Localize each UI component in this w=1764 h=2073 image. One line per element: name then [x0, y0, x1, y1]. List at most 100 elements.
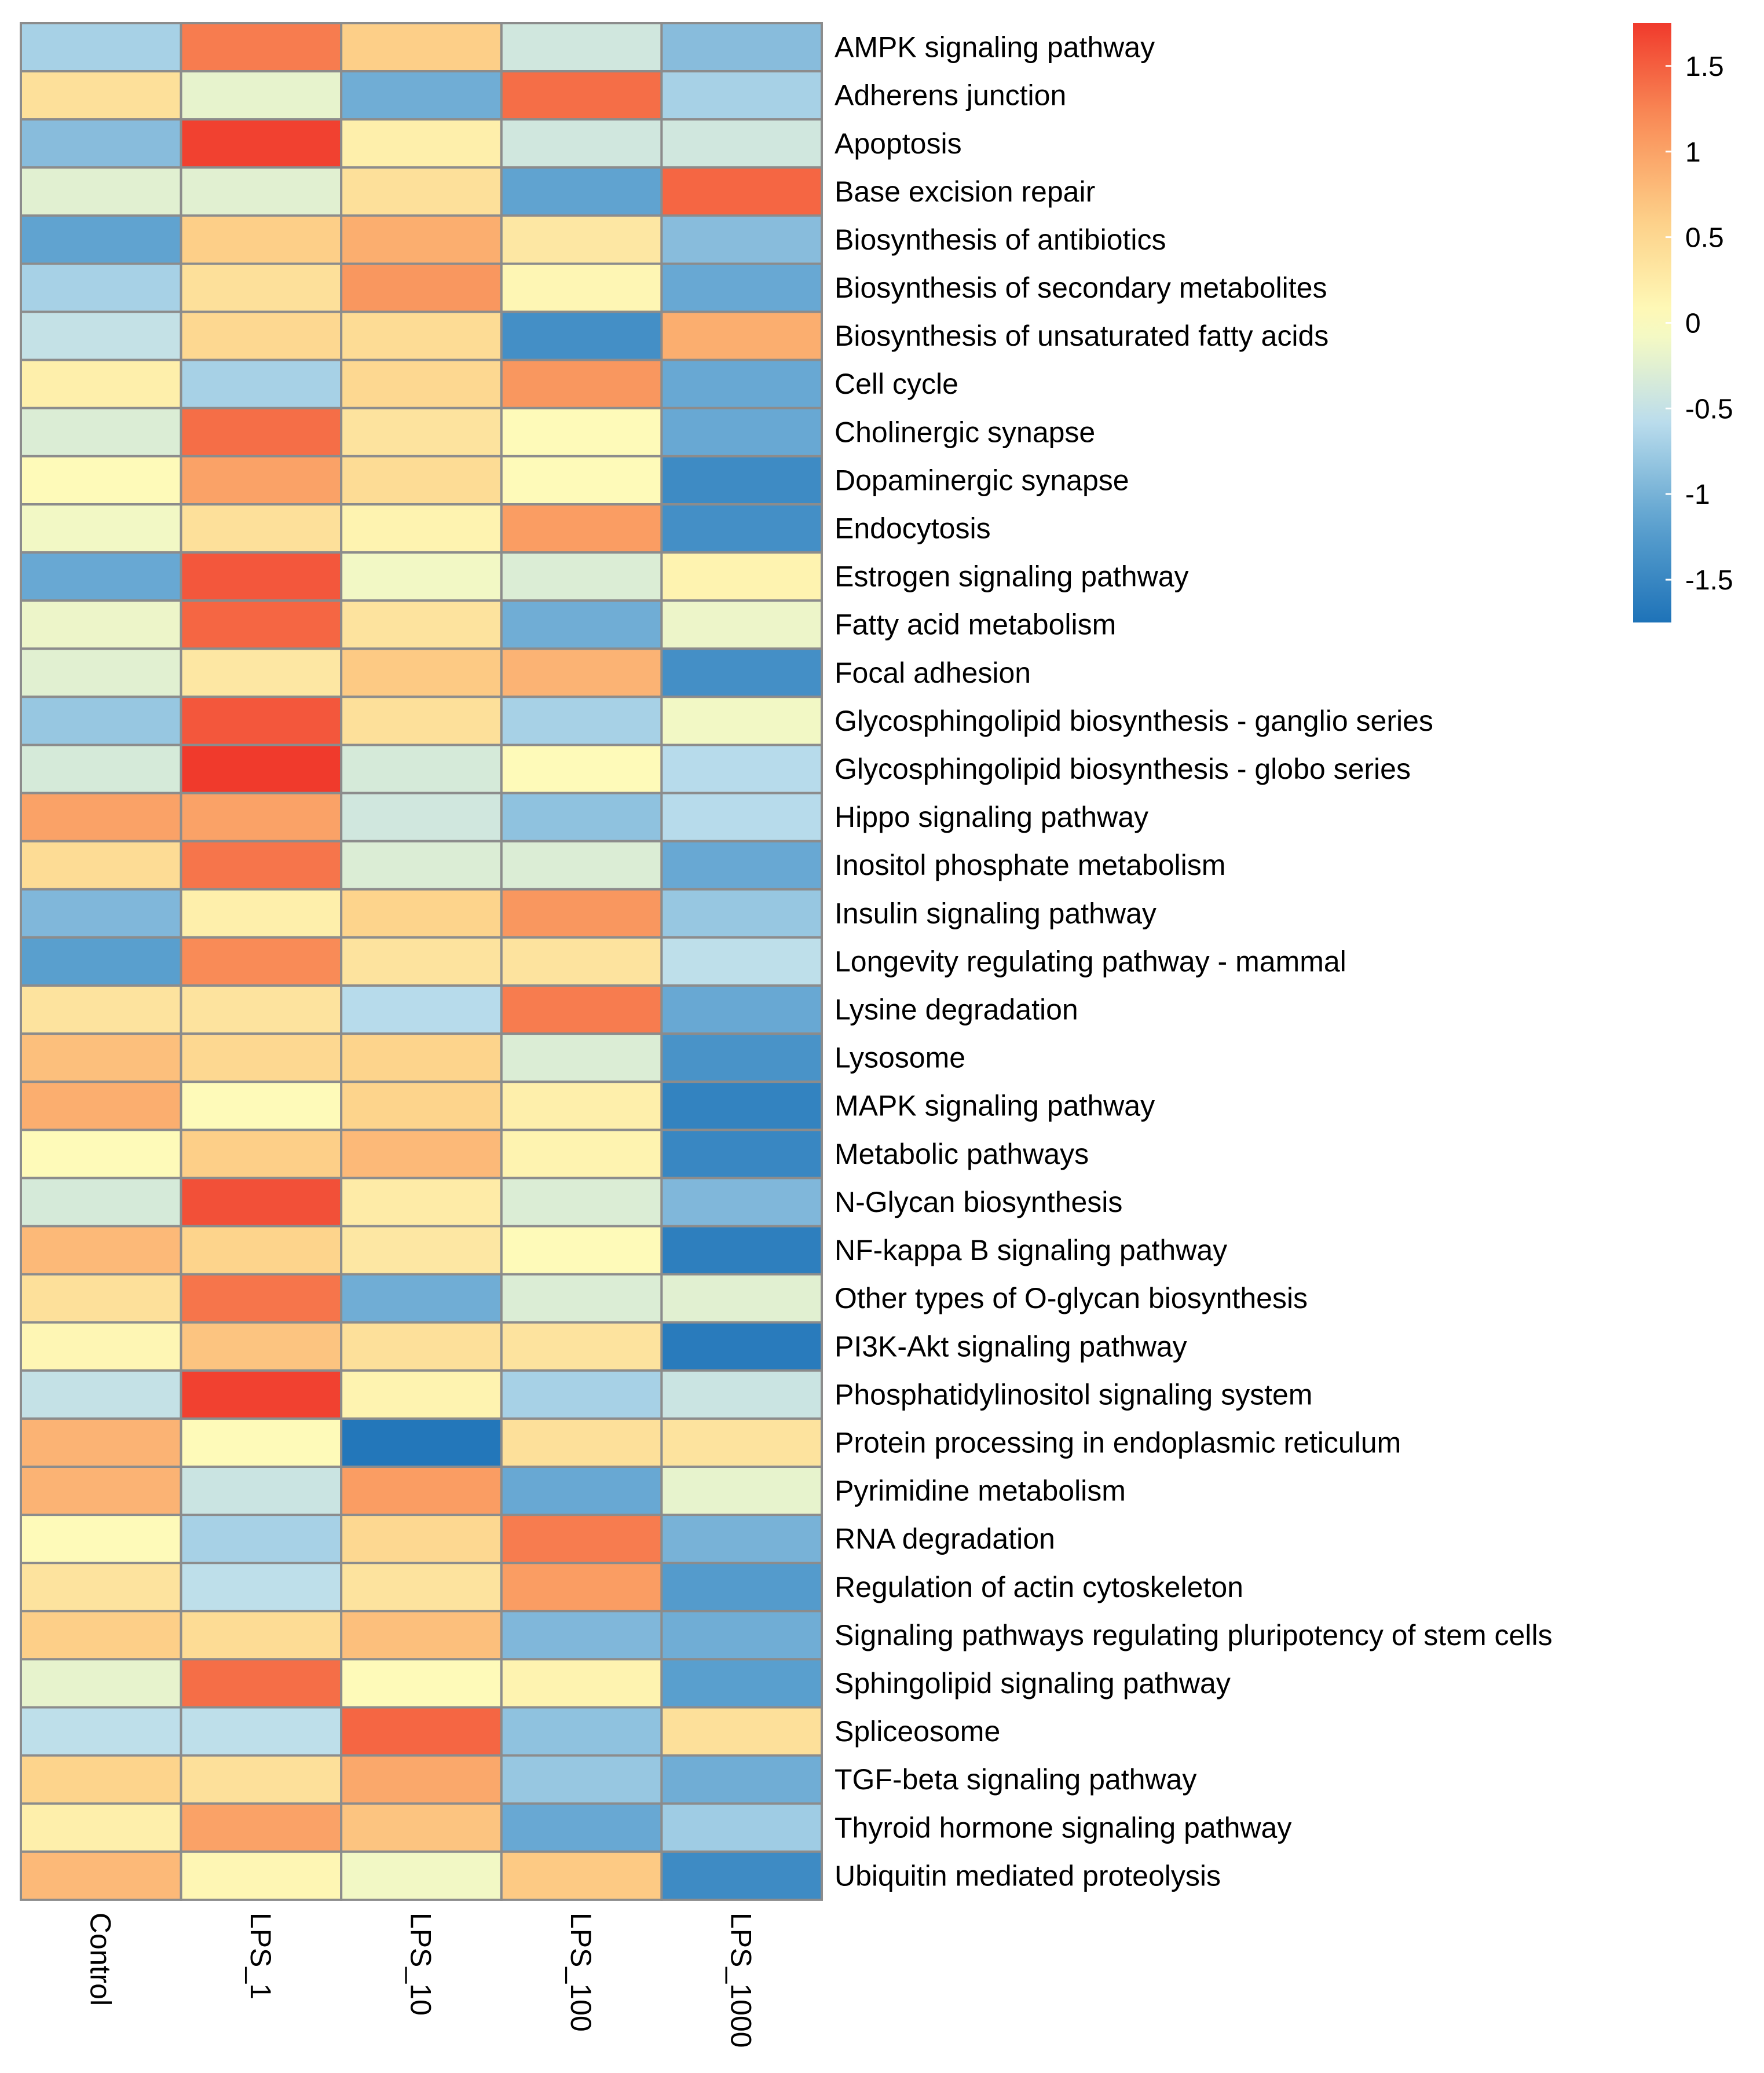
heatmap-cell: [340, 1225, 503, 1276]
heatmap-cell: [20, 1514, 182, 1565]
heatmap-cell: [20, 310, 182, 361]
row-label: Sphingolipid signaling pathway: [835, 1667, 1231, 1700]
heatmap-cell: [20, 118, 182, 169]
heatmap-cell: [660, 214, 824, 265]
row-label: Longevity regulating pathway - mammal: [835, 945, 1346, 977]
heatmap-cell: [340, 118, 503, 169]
row-label: Ubiquitin mediated proteolysis: [835, 1859, 1221, 1892]
heatmap-cell: [180, 599, 343, 650]
heatmap-cell: [660, 1562, 824, 1613]
heatmap-cell: [180, 455, 343, 506]
heatmap-cell: [20, 744, 182, 794]
row-label: Other types of O-glycan biosynthesis: [835, 1282, 1308, 1314]
heatmap-cell: [500, 406, 663, 457]
heatmap-cell: [180, 1802, 343, 1853]
heatmap-cell: [180, 22, 343, 73]
column-label: LPS_10: [405, 1913, 437, 2016]
heatmap-cell: [500, 503, 663, 554]
heatmap-cell: [500, 744, 663, 794]
heatmap-cell: [500, 1802, 663, 1853]
heatmap-cell: [660, 455, 824, 506]
row-label: Base excision repair: [835, 175, 1095, 208]
heatmap-cell: [20, 1032, 182, 1083]
heatmap-cell: [340, 1658, 503, 1709]
heatmap-cell: [340, 1610, 503, 1661]
heatmap-cell: [660, 262, 824, 313]
heatmap-cell: [660, 1369, 824, 1420]
row-label: Lysine degradation: [835, 994, 1078, 1026]
heatmap-cell: [660, 310, 824, 361]
row-label: MAPK signaling pathway: [835, 1090, 1155, 1122]
row-label: NF-kappa B signaling pathway: [835, 1234, 1227, 1266]
heatmap-cell: [660, 984, 824, 1035]
heatmap-cell: [180, 1177, 343, 1228]
heatmap-cell: [660, 1081, 824, 1131]
heatmap-cell: [340, 840, 503, 891]
heatmap-cell: [660, 840, 824, 891]
heatmap-cell: [500, 1850, 663, 1901]
heatmap-cell: [20, 840, 182, 891]
heatmap-cell: [660, 22, 824, 73]
row-label: Endocytosis: [835, 512, 991, 545]
heatmap-cell: [660, 1466, 824, 1517]
heatmap-cell: [180, 1850, 343, 1901]
heatmap-cell: [500, 455, 663, 506]
heatmap-cell: [500, 551, 663, 602]
heatmap-cell: [500, 1562, 663, 1613]
heatmap-cell: [180, 840, 343, 891]
heatmap-cell: [500, 1081, 663, 1131]
heatmap-cell: [500, 166, 663, 217]
heatmap-cell: [20, 647, 182, 698]
row-label: Dopaminergic synapse: [835, 464, 1129, 496]
row-label: Phosphatidylinositol signaling system: [835, 1378, 1312, 1411]
row-label: TGF-beta signaling pathway: [835, 1763, 1196, 1796]
color-legend: 1.5 1 0.5 0 -0.5 -1 -1.5: [1633, 23, 1733, 622]
heatmap-cell: [500, 358, 663, 409]
heatmap-cell: [500, 984, 663, 1035]
legend-tick-label: 1: [1685, 137, 1701, 168]
heatmap-cell: [660, 936, 824, 987]
heatmap-cell: [660, 1225, 824, 1276]
heatmap-cell: [340, 1514, 503, 1565]
heatmap-cell: [660, 1706, 824, 1757]
heatmap-cell: [500, 936, 663, 987]
heatmap-cell: [340, 70, 503, 121]
heatmap-cell: [660, 695, 824, 746]
heatmap-cell: [500, 1225, 663, 1276]
heatmap-cell: [180, 1129, 343, 1180]
heatmap-cell: [180, 792, 343, 843]
heatmap-cell: [660, 406, 824, 457]
heatmap-cell: [340, 1802, 503, 1853]
heatmap-cell: [340, 1369, 503, 1420]
heatmap-cell: [180, 214, 343, 265]
heatmap-cell: [180, 1514, 343, 1565]
row-label: Fatty acid metabolism: [835, 609, 1116, 641]
heatmap-cell: [180, 695, 343, 746]
row-label: Glycosphingolipid biosynthesis - globo s…: [835, 753, 1411, 785]
heatmap-cell: [20, 1273, 182, 1324]
heatmap-cell: [180, 310, 343, 361]
heatmap-cell: [340, 744, 503, 794]
heatmap-cell: [20, 166, 182, 217]
heatmap-cell: [180, 1321, 343, 1372]
heatmap-cell: [340, 310, 503, 361]
heatmap-cell: [500, 1032, 663, 1083]
row-label: N-Glycan biosynthesis: [835, 1186, 1122, 1218]
heatmap-cell: [20, 1129, 182, 1180]
heatmap-cell: [180, 166, 343, 217]
heatmap-cell: [340, 1754, 503, 1805]
heatmap-cell: [500, 1514, 663, 1565]
heatmap-cell: [660, 1321, 824, 1372]
row-label: RNA degradation: [835, 1523, 1055, 1555]
row-label: AMPK signaling pathway: [835, 31, 1155, 64]
heatmap-cell: [20, 358, 182, 409]
heatmap-cell: [340, 262, 503, 313]
heatmap-cell: [340, 888, 503, 939]
heatmap-cell: [20, 214, 182, 265]
row-label: Biosynthesis of secondary metabolites: [835, 272, 1327, 304]
heatmap-cell: [340, 1706, 503, 1757]
legend-tick-label: -1.5: [1685, 565, 1733, 596]
legend-ticks: 1.5 1 0.5 0 -0.5 -1 -1.5: [1666, 52, 1733, 596]
heatmap-cell: [340, 647, 503, 698]
column-label: LPS_1: [244, 1913, 277, 1999]
